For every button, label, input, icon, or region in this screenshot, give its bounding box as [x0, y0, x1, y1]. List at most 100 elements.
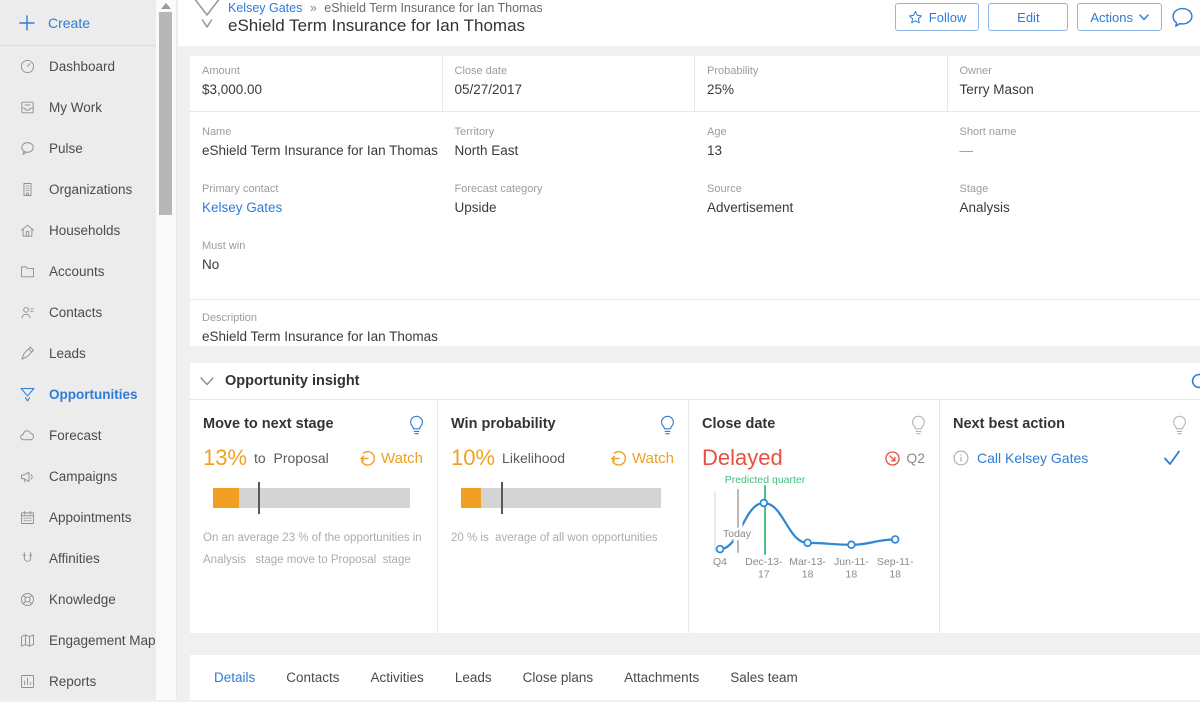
stage-progress-bar [213, 488, 410, 508]
card-win-probability: Win probability 10% Likelihood Watch 20 … [438, 400, 689, 633]
watch-button[interactable]: Watch [359, 450, 423, 467]
sidebar-item-my-work[interactable]: My Work [0, 87, 156, 128]
stage-percent: 13% [203, 445, 247, 471]
card-title: Move to next stage [203, 416, 423, 432]
tab-contacts[interactable]: Contacts [280, 670, 345, 685]
watch-label: Watch [381, 450, 423, 467]
chat-bubble-icon[interactable] [1171, 6, 1194, 28]
lightbulb-icon[interactable] [911, 415, 926, 436]
svg-text:Dec-13-17: Dec-13-17 [745, 556, 783, 581]
progress-fill [461, 488, 481, 508]
sidebar-item-reports[interactable]: Reports [0, 661, 156, 702]
lightbulb-icon[interactable] [660, 415, 675, 436]
edit-button[interactable]: Edit [988, 3, 1068, 31]
create-label: Create [48, 15, 90, 31]
sidebar-item-pulse[interactable]: Pulse [0, 128, 156, 169]
tab-attachments[interactable]: Attachments [618, 670, 705, 685]
create-button[interactable]: Create [0, 0, 156, 46]
scrollbar-thumb[interactable] [159, 12, 172, 215]
households-icon [19, 222, 36, 239]
sidebar-item-contacts[interactable]: Contacts [0, 292, 156, 333]
stage-percent-suffix: to Proposal [254, 450, 329, 466]
affinities-icon [19, 550, 36, 567]
field-value: Analysis [960, 200, 1200, 215]
field-value: $3,000.00 [202, 82, 442, 97]
sidebar-item-label: Engagement Map [49, 633, 156, 648]
sidebar-item-label: Contacts [49, 305, 102, 320]
sidebar-item-opportunities[interactable]: Opportunities [0, 374, 156, 415]
primary-contact-link[interactable]: Kelsey Gates [202, 200, 443, 215]
follow-button[interactable]: Follow [895, 3, 980, 31]
lightbulb-icon[interactable] [1172, 415, 1187, 436]
field-short-name: Short name — [948, 126, 1200, 183]
sidebar-item-accounts[interactable]: Accounts [0, 251, 156, 292]
field-label: Primary contact [202, 183, 443, 195]
info-icon[interactable] [953, 450, 969, 466]
field-value: 25% [707, 82, 947, 97]
accounts-icon [19, 263, 36, 280]
follow-label: Follow [929, 10, 967, 25]
chart-points [717, 500, 899, 553]
engagement-map-icon [19, 632, 36, 649]
sidebar-item-label: My Work [49, 100, 102, 115]
progress-fill [213, 488, 239, 508]
sidebar-item-engagement-map[interactable]: Engagement Map [0, 620, 156, 661]
metric-row: Delayed Q2 [702, 445, 925, 471]
tab-sales-team[interactable]: Sales team [724, 670, 804, 685]
sidebar-item-households[interactable]: Households [0, 210, 156, 251]
svg-text:Q4: Q4 [713, 556, 727, 568]
watch-icon [359, 450, 376, 467]
sidebar-item-appointments[interactable]: Appointments [0, 497, 156, 538]
field-territory: Territory North East [443, 126, 696, 183]
field-value: Advertisement [707, 200, 948, 215]
win-percent-suffix: Likelihood [502, 450, 565, 466]
pulse-icon [19, 140, 36, 157]
win-progress-bar [461, 488, 661, 508]
card-title: Close date [702, 416, 925, 432]
refresh-icon[interactable] [1189, 371, 1200, 391]
sidebar-item-forecast[interactable]: Forecast [0, 415, 156, 456]
field-label: Owner [960, 65, 1200, 77]
sidebar-scrollbar[interactable] [156, 0, 177, 700]
field-stage: Stage Analysis [948, 183, 1200, 240]
average-marker [501, 482, 503, 514]
delayed-icon [884, 450, 901, 467]
card-caption: 20 % is average of all won opportunities [451, 527, 674, 549]
sidebar-item-dashboard[interactable]: Dashboard [0, 46, 156, 87]
sidebar-item-organizations[interactable]: Organizations [0, 169, 156, 210]
tab-details[interactable]: Details [208, 670, 261, 685]
opportunity-funnel-icon [191, 0, 223, 34]
sidebar-item-label: Appointments [49, 510, 132, 525]
breadcrumb-parent-link[interactable]: Kelsey Gates [228, 1, 302, 15]
sidebar-item-knowledge[interactable]: Knowledge [0, 579, 156, 620]
field-label: Amount [202, 65, 442, 77]
collapse-chevron-icon[interactable] [200, 377, 214, 386]
metric-row: 13% to Proposal Watch [203, 445, 423, 471]
tab-close-plans[interactable]: Close plans [517, 670, 600, 685]
tab-leads[interactable]: Leads [449, 670, 498, 685]
actions-button[interactable]: Actions [1077, 3, 1162, 31]
check-icon[interactable] [1162, 449, 1182, 467]
opportunity-insight-panel: Opportunity insight Move to next stage 1… [190, 363, 1200, 633]
svg-text:Mar-13-18: Mar-13-18 [789, 556, 826, 581]
today-label: Today [723, 528, 752, 540]
sidebar-item-leads[interactable]: Leads [0, 333, 156, 374]
field-close-date: Close date 05/27/2017 [443, 56, 696, 111]
field-label: Source [707, 183, 948, 195]
sidebar-item-label: Organizations [49, 182, 132, 197]
next-action-link[interactable]: Call Kelsey Gates [977, 450, 1088, 466]
field-label: Stage [960, 183, 1200, 195]
card-next-best-action: Next best action Call Kelsey Gates [940, 400, 1200, 633]
campaigns-icon [19, 468, 36, 485]
opportunities-icon [19, 386, 36, 403]
tab-activities[interactable]: Activities [365, 670, 430, 685]
sidebar-item-label: Accounts [49, 264, 105, 279]
scrollbar-up-arrow[interactable] [161, 3, 171, 9]
sidebar-item-label: Reports [49, 674, 96, 689]
sidebar-item-campaigns[interactable]: Campaigns [0, 456, 156, 497]
watch-button[interactable]: Watch [610, 450, 674, 467]
lightbulb-icon[interactable] [409, 415, 424, 436]
leads-icon [19, 345, 36, 362]
sidebar-item-affinities[interactable]: Affinities [0, 538, 156, 579]
